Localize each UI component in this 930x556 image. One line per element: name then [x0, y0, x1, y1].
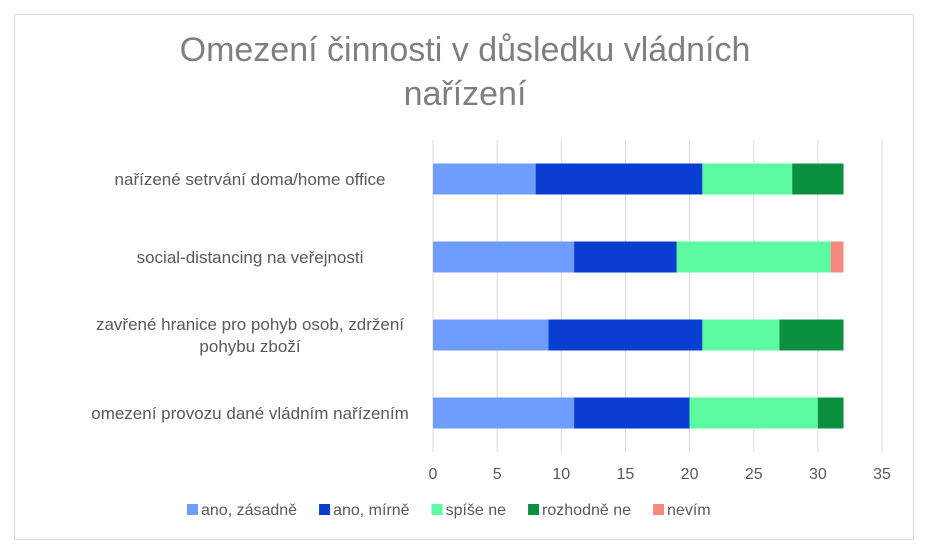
bar-segment	[433, 397, 575, 429]
bar-segment	[689, 397, 818, 429]
bar-segment	[574, 241, 677, 273]
x-tick-label: 35	[873, 466, 891, 483]
x-tick-label: 15	[617, 466, 635, 483]
x-tick-label: 5	[493, 466, 502, 483]
bar-segment	[817, 397, 844, 429]
legend-swatch	[431, 504, 443, 515]
legend-swatch	[653, 504, 665, 515]
bar-segment	[676, 241, 831, 273]
chart-title: Omezení činnosti v důsledku vládních nař…	[0, 28, 930, 116]
x-tick-label: 25	[745, 466, 763, 483]
x-tick-label: 20	[681, 466, 699, 483]
category-label: nařízené setrvání doma/home office	[115, 170, 386, 189]
chart-title-line-1: Omezení činnosti v důsledku vládních	[179, 31, 751, 69]
bar-segment	[535, 163, 703, 195]
chart-frame	[14, 14, 914, 540]
bar-segment	[433, 319, 549, 351]
bar-segment	[433, 241, 575, 273]
category-label: zavřené hranice pro pohyb osob, zdržení	[96, 315, 404, 334]
legend-label: spíše ne	[446, 502, 507, 519]
legend-swatch	[187, 504, 198, 515]
bar-segment	[792, 163, 844, 195]
legend-label: nevím	[667, 502, 711, 519]
category-label: pohybu zboží	[199, 337, 300, 356]
bar-segment	[702, 163, 793, 195]
chart-title-line-2: nařízení	[403, 75, 527, 113]
legend-swatch	[319, 504, 331, 515]
legend-label: ano, mírně	[333, 502, 410, 519]
x-tick-label: 10	[552, 466, 570, 483]
bar-segment	[779, 319, 844, 351]
bar-segment	[702, 319, 780, 351]
x-tick-label: 0	[429, 466, 438, 483]
category-label: omezení provozu dané vládním nařízením	[91, 404, 409, 423]
bar-segment	[433, 163, 536, 195]
legend-swatch	[528, 504, 540, 515]
category-label: social-distancing na veřejnosti	[137, 248, 364, 267]
bar-segment	[548, 319, 703, 351]
bar-segment	[574, 397, 690, 429]
bar-segment	[830, 241, 844, 273]
x-tick-label: 30	[809, 466, 827, 483]
legend-label: rozhodně ne	[542, 502, 631, 519]
legend-label: ano, zásadně	[201, 502, 297, 519]
